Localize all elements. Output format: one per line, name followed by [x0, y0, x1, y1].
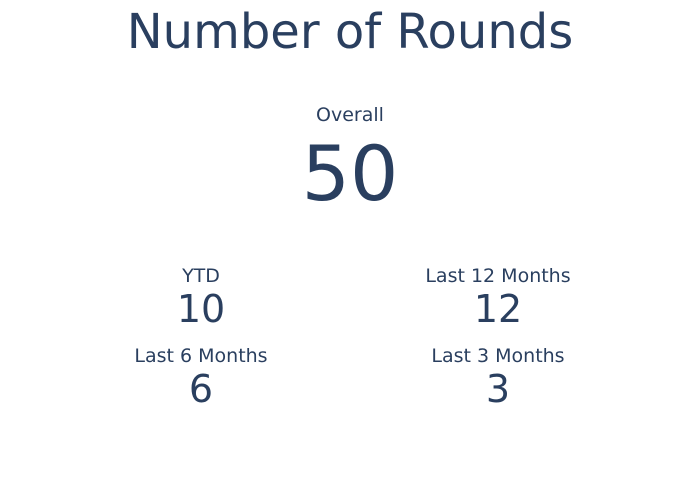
ytd-indicator: YTD 10: [101, 265, 301, 331]
last-12-months-label: Last 12 Months: [425, 265, 571, 287]
overall-value: 50: [301, 129, 399, 218]
last-6-months-indicator: Last 6 Months 6: [101, 345, 301, 411]
last-6-months-label: Last 6 Months: [134, 345, 268, 367]
last-6-months-value: 6: [188, 367, 214, 411]
overall-label: Overall: [316, 104, 384, 126]
page-title: Number of Rounds: [126, 4, 574, 60]
last-3-months-value: 3: [485, 367, 511, 411]
ytd-label: YTD: [182, 265, 220, 287]
last-12-months-value: 12: [473, 287, 523, 331]
overall-indicator: Overall 50: [200, 103, 500, 219]
last-3-months-label: Last 3 Months: [431, 345, 565, 367]
last-12-months-indicator: Last 12 Months 12: [398, 265, 598, 331]
ytd-value: 10: [176, 287, 226, 331]
last-3-months-indicator: Last 3 Months 3: [398, 345, 598, 411]
